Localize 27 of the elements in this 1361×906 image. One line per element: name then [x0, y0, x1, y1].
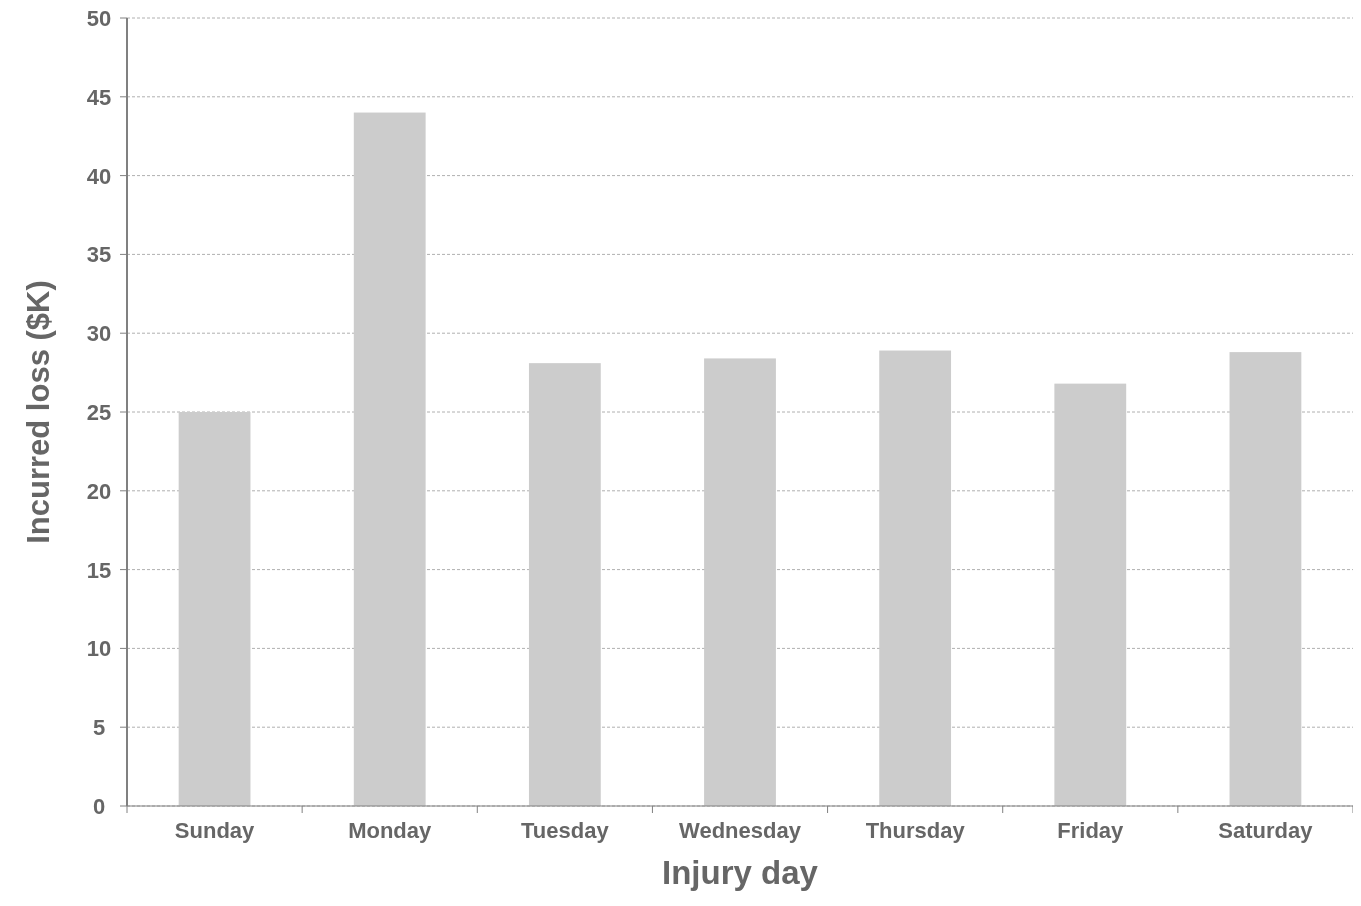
y-tick-label: 20	[86, 478, 112, 504]
y-tick-label: 35	[86, 242, 112, 268]
x-tick-label: Wednesday	[679, 818, 802, 843]
bar	[879, 350, 952, 806]
y-tick-label: 15	[86, 557, 112, 583]
x-tick-label: Tuesday	[521, 818, 610, 843]
bar	[353, 112, 426, 806]
x-tick-label: Thursday	[865, 818, 966, 843]
x-tick-label: Saturday	[1218, 818, 1314, 843]
bar	[528, 363, 601, 806]
bar	[178, 412, 251, 806]
y-tick-label: 50	[86, 5, 112, 31]
y-tick-label: 45	[86, 84, 112, 110]
y-tick-label: 30	[86, 321, 112, 347]
y-tick-label: 25	[86, 399, 112, 425]
x-tick-label: Monday	[348, 818, 433, 843]
x-axis-title: Injury day	[662, 854, 819, 891]
x-tick-label: Sunday	[174, 818, 256, 843]
x-tick-label: Friday	[1057, 818, 1125, 843]
bar	[704, 358, 776, 806]
y-tick-label: 0	[92, 793, 106, 819]
bar	[1229, 352, 1302, 806]
y-tick-label: 10	[86, 636, 112, 662]
y-tick-label: 5	[92, 715, 106, 741]
y-tick-label: 40	[86, 163, 112, 189]
bar	[1054, 383, 1127, 806]
y-axis-title: Incurred loss ($K)	[21, 280, 57, 544]
